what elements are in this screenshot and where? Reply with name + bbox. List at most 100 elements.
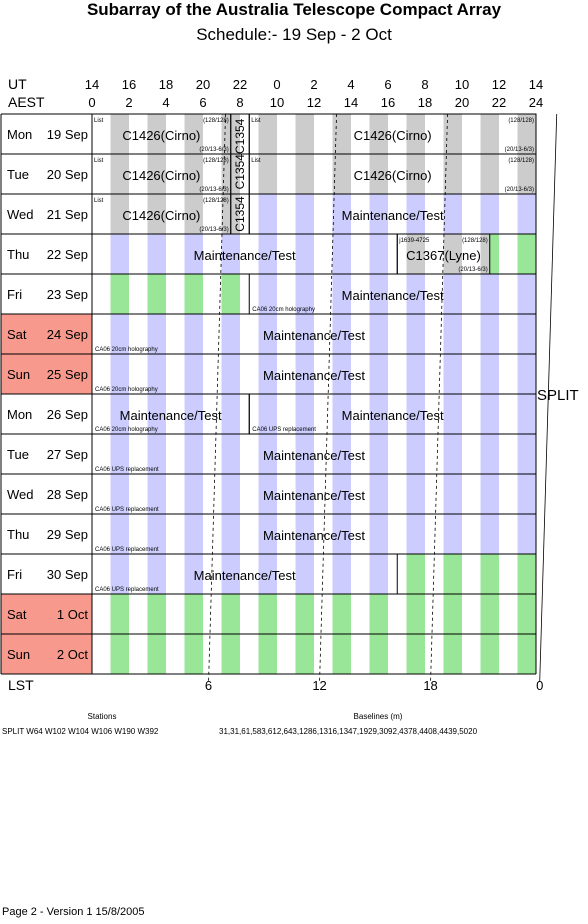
aest-tick-label: 2	[125, 95, 132, 110]
hour-stripe	[406, 354, 425, 394]
hour-stripe	[258, 154, 277, 194]
day-name: Sat	[7, 327, 27, 342]
hour-stripe	[332, 154, 351, 194]
hour-stripe	[110, 194, 129, 234]
block-ratio-tag: (128/128)	[462, 238, 488, 244]
hour-stripe	[369, 434, 388, 474]
day-name: Fri	[7, 287, 22, 302]
lst-line	[208, 113, 226, 683]
hour-stripe	[480, 194, 499, 234]
ut-tick-label: 12	[492, 77, 506, 92]
hour-stripe	[147, 354, 166, 394]
hour-stripe	[332, 234, 351, 274]
block-label: C1426(Cirno)	[354, 168, 432, 183]
hour-stripe	[110, 594, 129, 634]
block-note: CA06 20cm holography	[95, 427, 158, 433]
ut-tick-label: 8	[421, 77, 428, 92]
hour-stripe	[406, 114, 425, 154]
lst-line	[539, 113, 558, 683]
hour-stripe	[295, 594, 314, 634]
aest-tick-label: 12	[307, 95, 321, 110]
block-config-tag: (20/13-6/3)	[199, 147, 228, 153]
hour-stripe	[258, 314, 277, 354]
hour-stripe	[147, 634, 166, 674]
hour-stripe	[369, 234, 388, 274]
hour-stripe	[110, 314, 129, 354]
ut-tick-label: 0	[273, 77, 280, 92]
hour-stripe	[517, 234, 536, 274]
hour-stripe	[369, 474, 388, 514]
block-config-tag: (20/13-6/3)	[199, 187, 228, 193]
hour-stripe	[369, 634, 388, 674]
hour-stripe	[221, 634, 240, 674]
hour-stripe	[184, 474, 203, 514]
baselines-value: 31,31,61,583,612,643,1286,1316,1347,1929…	[219, 727, 478, 736]
hour-stripe	[184, 274, 203, 314]
hour-stripe	[221, 434, 240, 474]
hour-stripe	[517, 154, 536, 194]
block-label: Maintenance/Test	[263, 368, 365, 383]
hour-stripe	[443, 394, 462, 434]
schedule-block[interactable]	[91, 553, 398, 595]
hour-stripe	[480, 114, 499, 154]
hour-stripe	[443, 434, 462, 474]
hour-stripe	[480, 434, 499, 474]
day-name: Mon	[7, 127, 32, 142]
hour-stripe	[406, 314, 425, 354]
hour-stripe	[332, 594, 351, 634]
hour-stripe	[184, 234, 203, 274]
hour-stripe	[406, 394, 425, 434]
hour-stripe	[406, 514, 425, 554]
hour-stripe	[258, 114, 277, 154]
hour-stripe	[184, 394, 203, 434]
ut-tick-label: 14	[529, 77, 543, 92]
day-date: 24 Sep	[47, 327, 88, 342]
ut-tick-label: 14	[85, 77, 99, 92]
hour-stripe	[221, 394, 240, 434]
hour-stripe	[184, 314, 203, 354]
hour-stripe	[332, 434, 351, 474]
block-label: C1426(Cirno)	[354, 128, 432, 143]
hour-stripe	[517, 634, 536, 674]
page-title: Subarray of the Australia Telescope Comp…	[87, 0, 502, 19]
block-label: Maintenance/Test	[263, 448, 365, 463]
vertical-project-label: C1354	[233, 196, 247, 232]
day-name: Tue	[7, 167, 29, 182]
hour-stripe	[110, 234, 129, 274]
hour-stripe	[258, 514, 277, 554]
block-label: Maintenance/Test	[263, 528, 365, 543]
block-note: CA06 UPS replacement	[252, 427, 316, 433]
hour-stripe	[147, 274, 166, 314]
block-label: C1426(Cirno)	[122, 168, 200, 183]
block-label: C1367(Lyne)	[406, 248, 481, 263]
hour-stripe	[295, 194, 314, 234]
weekend-cell	[1, 634, 92, 674]
hour-stripe	[147, 314, 166, 354]
hour-stripe	[517, 354, 536, 394]
hour-stripe	[258, 594, 277, 634]
hour-stripe	[332, 194, 351, 234]
hour-stripe	[110, 434, 129, 474]
tick-labels-layer: 6 12 18 014 16 18 20 22 0 2 4 6 8 10 12 140 2 4 6 8 10 12 14 16…	[85, 77, 544, 693]
hour-stripe	[480, 474, 499, 514]
hour-stripe	[295, 634, 314, 674]
hour-stripe	[221, 354, 240, 394]
block-ratio-tag: (128/128)	[203, 118, 229, 124]
hour-stripe	[110, 354, 129, 394]
block-config-tag: (20/13-6/3)	[458, 267, 487, 273]
block-label: C1426(Cirno)	[122, 208, 200, 223]
aest-tick-label: 22	[492, 95, 506, 110]
hour-stripe	[480, 594, 499, 634]
block-config-tag: (20/13-6/3)	[199, 227, 228, 233]
hour-stripe	[258, 354, 277, 394]
hour-stripe	[295, 514, 314, 554]
weekend-cell	[1, 594, 92, 634]
hour-stripe	[184, 594, 203, 634]
hour-stripe	[369, 594, 388, 634]
vertical-project-block[interactable]	[230, 193, 250, 235]
ut-tick-label: 10	[455, 77, 469, 92]
lst-tick-label: 0	[536, 678, 543, 693]
stations-heading: Stations	[88, 712, 117, 721]
day-name: Thu	[7, 247, 29, 262]
hour-stripe	[258, 394, 277, 434]
